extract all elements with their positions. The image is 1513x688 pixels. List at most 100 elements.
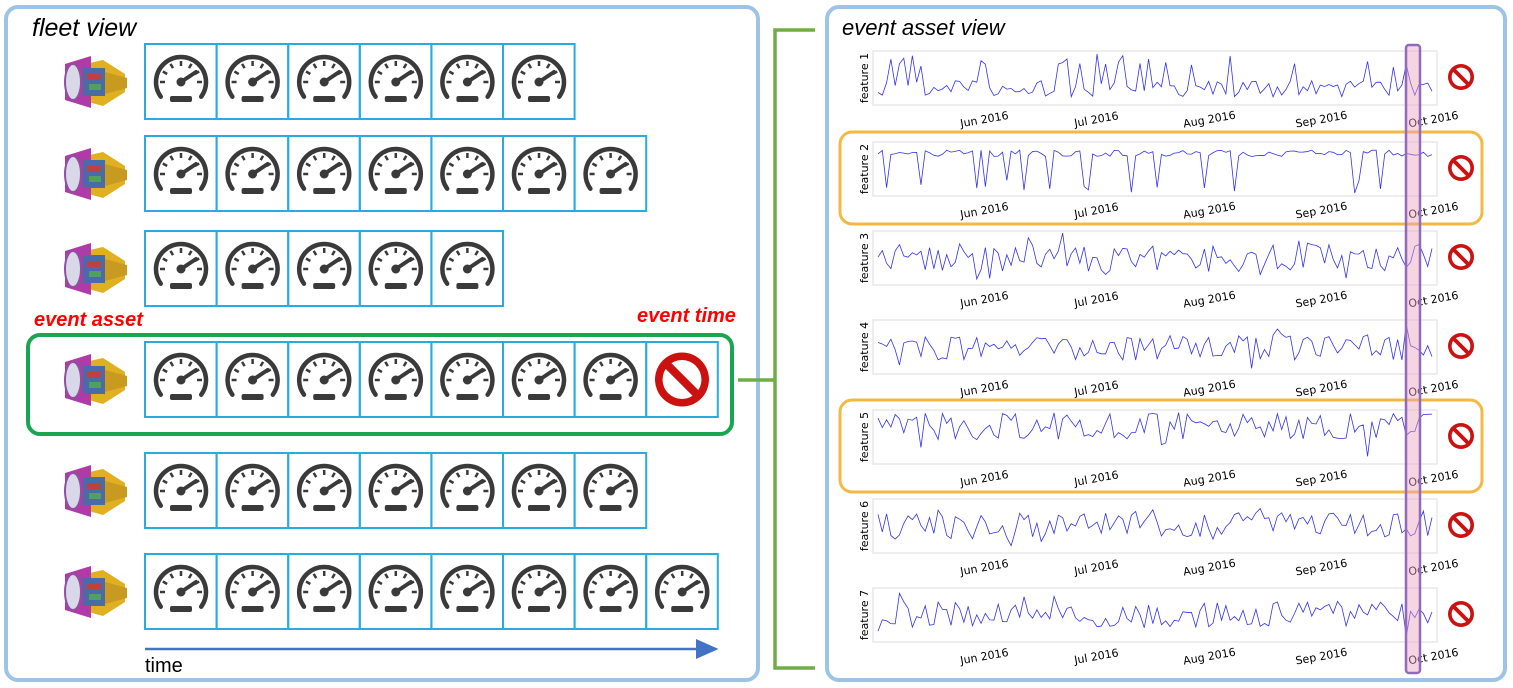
feature-no-entry-icon bbox=[1448, 244, 1474, 270]
feature-axis-label: feature 6 bbox=[858, 501, 871, 551]
month-tick-label: Sep 2016 bbox=[1295, 378, 1349, 400]
month-tick-label: Jun 2016 bbox=[958, 200, 1009, 221]
month-tick-label: Aug 2016 bbox=[1182, 109, 1236, 131]
feature-axis-label: feature 2 bbox=[858, 144, 871, 194]
event-time-column bbox=[1404, 43, 1422, 675]
time-label: time bbox=[145, 655, 183, 677]
gauge-icon bbox=[368, 54, 424, 102]
gauge-icon bbox=[368, 564, 424, 612]
feature-series-line bbox=[877, 507, 1433, 547]
gauge-icon bbox=[225, 54, 280, 102]
month-tick-label: Aug 2016 bbox=[1182, 378, 1236, 400]
event-no-entry-icon bbox=[655, 352, 709, 407]
feature-no-entry-icon bbox=[1448, 64, 1474, 90]
feature-axis-label: feature 3 bbox=[858, 233, 871, 283]
month-tick-label: Jul 2016 bbox=[1072, 646, 1119, 667]
gauge-icon bbox=[583, 146, 638, 194]
feature-series-line bbox=[877, 149, 1433, 194]
feature-series-line bbox=[877, 412, 1433, 457]
gauge-icon bbox=[511, 463, 567, 511]
feature-series-line bbox=[877, 54, 1433, 99]
gauge-icon bbox=[225, 146, 280, 194]
gauge-icon bbox=[296, 54, 352, 102]
month-tick-label: Jul 2016 bbox=[1072, 200, 1119, 221]
month-tick-label: Jul 2016 bbox=[1072, 289, 1119, 310]
month-tick-label: Aug 2016 bbox=[1182, 557, 1236, 579]
feature-plot-frame bbox=[872, 230, 1438, 286]
feature-no-entry-icon bbox=[1448, 333, 1474, 359]
gauge-box bbox=[502, 43, 576, 120]
engine-icon bbox=[64, 56, 127, 108]
month-tick-label: Jun 2016 bbox=[958, 109, 1009, 130]
engine-icon bbox=[64, 148, 127, 200]
gauge-icon bbox=[511, 564, 567, 612]
gauge-icon bbox=[225, 463, 280, 511]
gauge-icon bbox=[296, 146, 352, 194]
month-tick-label: Aug 2016 bbox=[1182, 200, 1236, 222]
month-tick-label: Jul 2016 bbox=[1072, 378, 1119, 399]
feature-series-line bbox=[877, 324, 1433, 369]
month-tick-label: Aug 2016 bbox=[1182, 646, 1236, 668]
feature-axis-label: feature 5 bbox=[858, 412, 871, 462]
gauge-icon bbox=[511, 352, 567, 400]
month-tick-label: Jul 2016 bbox=[1072, 557, 1119, 578]
feature-series-line bbox=[877, 232, 1433, 281]
gauge-icon bbox=[225, 352, 280, 400]
feature-plot-frame bbox=[872, 141, 1438, 197]
gauge-icon bbox=[153, 241, 209, 289]
month-tick-label: Sep 2016 bbox=[1295, 468, 1349, 490]
feature-plot-frame bbox=[872, 587, 1438, 643]
gauge-icon bbox=[296, 463, 352, 511]
month-tick-label: Aug 2016 bbox=[1182, 468, 1236, 490]
month-tick-label: Jun 2016 bbox=[958, 557, 1009, 578]
month-tick-label: Jul 2016 bbox=[1072, 468, 1119, 489]
bracket bbox=[773, 28, 815, 670]
gauge-icon bbox=[296, 564, 352, 612]
engine-icon bbox=[64, 243, 127, 295]
gauge-box bbox=[573, 135, 648, 212]
feature-no-entry-icon bbox=[1448, 601, 1474, 627]
engine-icon bbox=[64, 465, 127, 517]
gauge-icon bbox=[583, 463, 638, 511]
feature-no-entry-icon bbox=[1448, 155, 1474, 181]
event-time-label: event time bbox=[637, 305, 736, 327]
feature-highlight-box bbox=[838, 130, 1484, 226]
event-asset-label: event asset bbox=[34, 309, 143, 331]
gauge-icon bbox=[153, 54, 209, 102]
feature-no-entry-icon bbox=[1448, 423, 1474, 449]
month-tick-label: Jun 2016 bbox=[958, 468, 1009, 489]
feature-plot-frame bbox=[872, 498, 1438, 554]
gauge-icon bbox=[511, 54, 567, 102]
gauge-icon bbox=[153, 352, 209, 400]
gauge-box bbox=[430, 230, 504, 307]
gauge-icon bbox=[153, 564, 209, 612]
gauge-icon bbox=[153, 146, 209, 194]
month-tick-label: Jul 2016 bbox=[1072, 109, 1119, 130]
feature-series-line bbox=[877, 592, 1433, 637]
feature-plot-frame bbox=[872, 409, 1438, 465]
gauge-icon bbox=[440, 352, 495, 400]
feature-no-entry-icon bbox=[1448, 512, 1474, 538]
event-asset-view-panel bbox=[825, 5, 1507, 682]
gauge-icon bbox=[368, 241, 424, 289]
gauge-icon bbox=[583, 352, 638, 400]
engine-icon bbox=[64, 566, 127, 618]
feature-highlight-box bbox=[838, 398, 1484, 494]
month-tick-label: Sep 2016 bbox=[1295, 557, 1349, 579]
month-tick-label: Jun 2016 bbox=[958, 646, 1009, 667]
gauge-icon bbox=[440, 241, 495, 289]
gauge-icon bbox=[368, 463, 424, 511]
gauge-icon bbox=[583, 564, 638, 612]
gauge-icon bbox=[654, 564, 710, 612]
feature-axis-label: feature 1 bbox=[858, 53, 871, 103]
event-box bbox=[645, 341, 719, 418]
gauge-icon bbox=[368, 146, 424, 194]
gauge-icon bbox=[440, 146, 495, 194]
gauge-icon bbox=[153, 463, 209, 511]
engine-icon bbox=[64, 354, 127, 406]
gauge-icon bbox=[296, 241, 352, 289]
fleet-view-title: fleet view bbox=[32, 14, 137, 42]
gauge-box bbox=[573, 452, 648, 529]
event-asset-highlight bbox=[26, 333, 734, 436]
